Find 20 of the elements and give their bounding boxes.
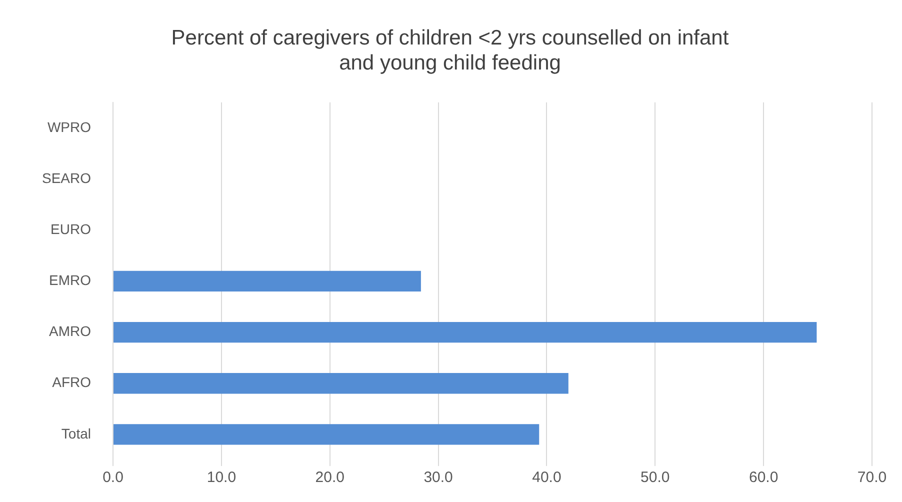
y-tick-label: EURO [50,220,92,237]
x-tick-label: 10.0 [206,469,236,486]
y-tick-label: Total [61,425,92,442]
x-tick-label: 40.0 [532,469,562,486]
bar [114,424,540,445]
y-tick-label: EMRO [49,272,92,288]
chart-title: Percent of caregivers of children <2 yrs counselled on infant and young child feeding [171,26,729,75]
y-tick-label: SEARO [42,170,92,186]
x-tick-label: 20.0 [315,469,344,486]
bar [114,270,421,292]
x-tick-label: 30.0 [424,469,453,486]
y-tick-label: AMRO [49,323,92,340]
bar [114,373,568,394]
y-tick-label: WPRO [47,118,92,135]
x-tick-label: 50.0 [640,469,670,486]
x-tick-label: 60.0 [748,469,778,486]
x-tick-label: 0.0 [102,469,124,486]
y-tick-label: AFRO [52,374,92,390]
bar [114,322,817,343]
x-tick-label: 70.0 [857,469,887,486]
